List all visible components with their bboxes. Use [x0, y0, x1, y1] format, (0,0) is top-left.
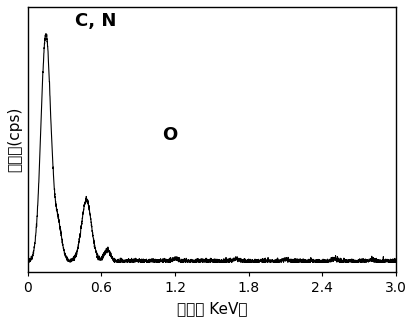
Y-axis label: 计量数(cps): 计量数(cps)	[7, 107, 22, 172]
Text: O: O	[161, 126, 177, 144]
Text: C, N: C, N	[75, 12, 116, 29]
X-axis label: 能量（ KeV）: 能量（ KeV）	[176, 301, 247, 316]
